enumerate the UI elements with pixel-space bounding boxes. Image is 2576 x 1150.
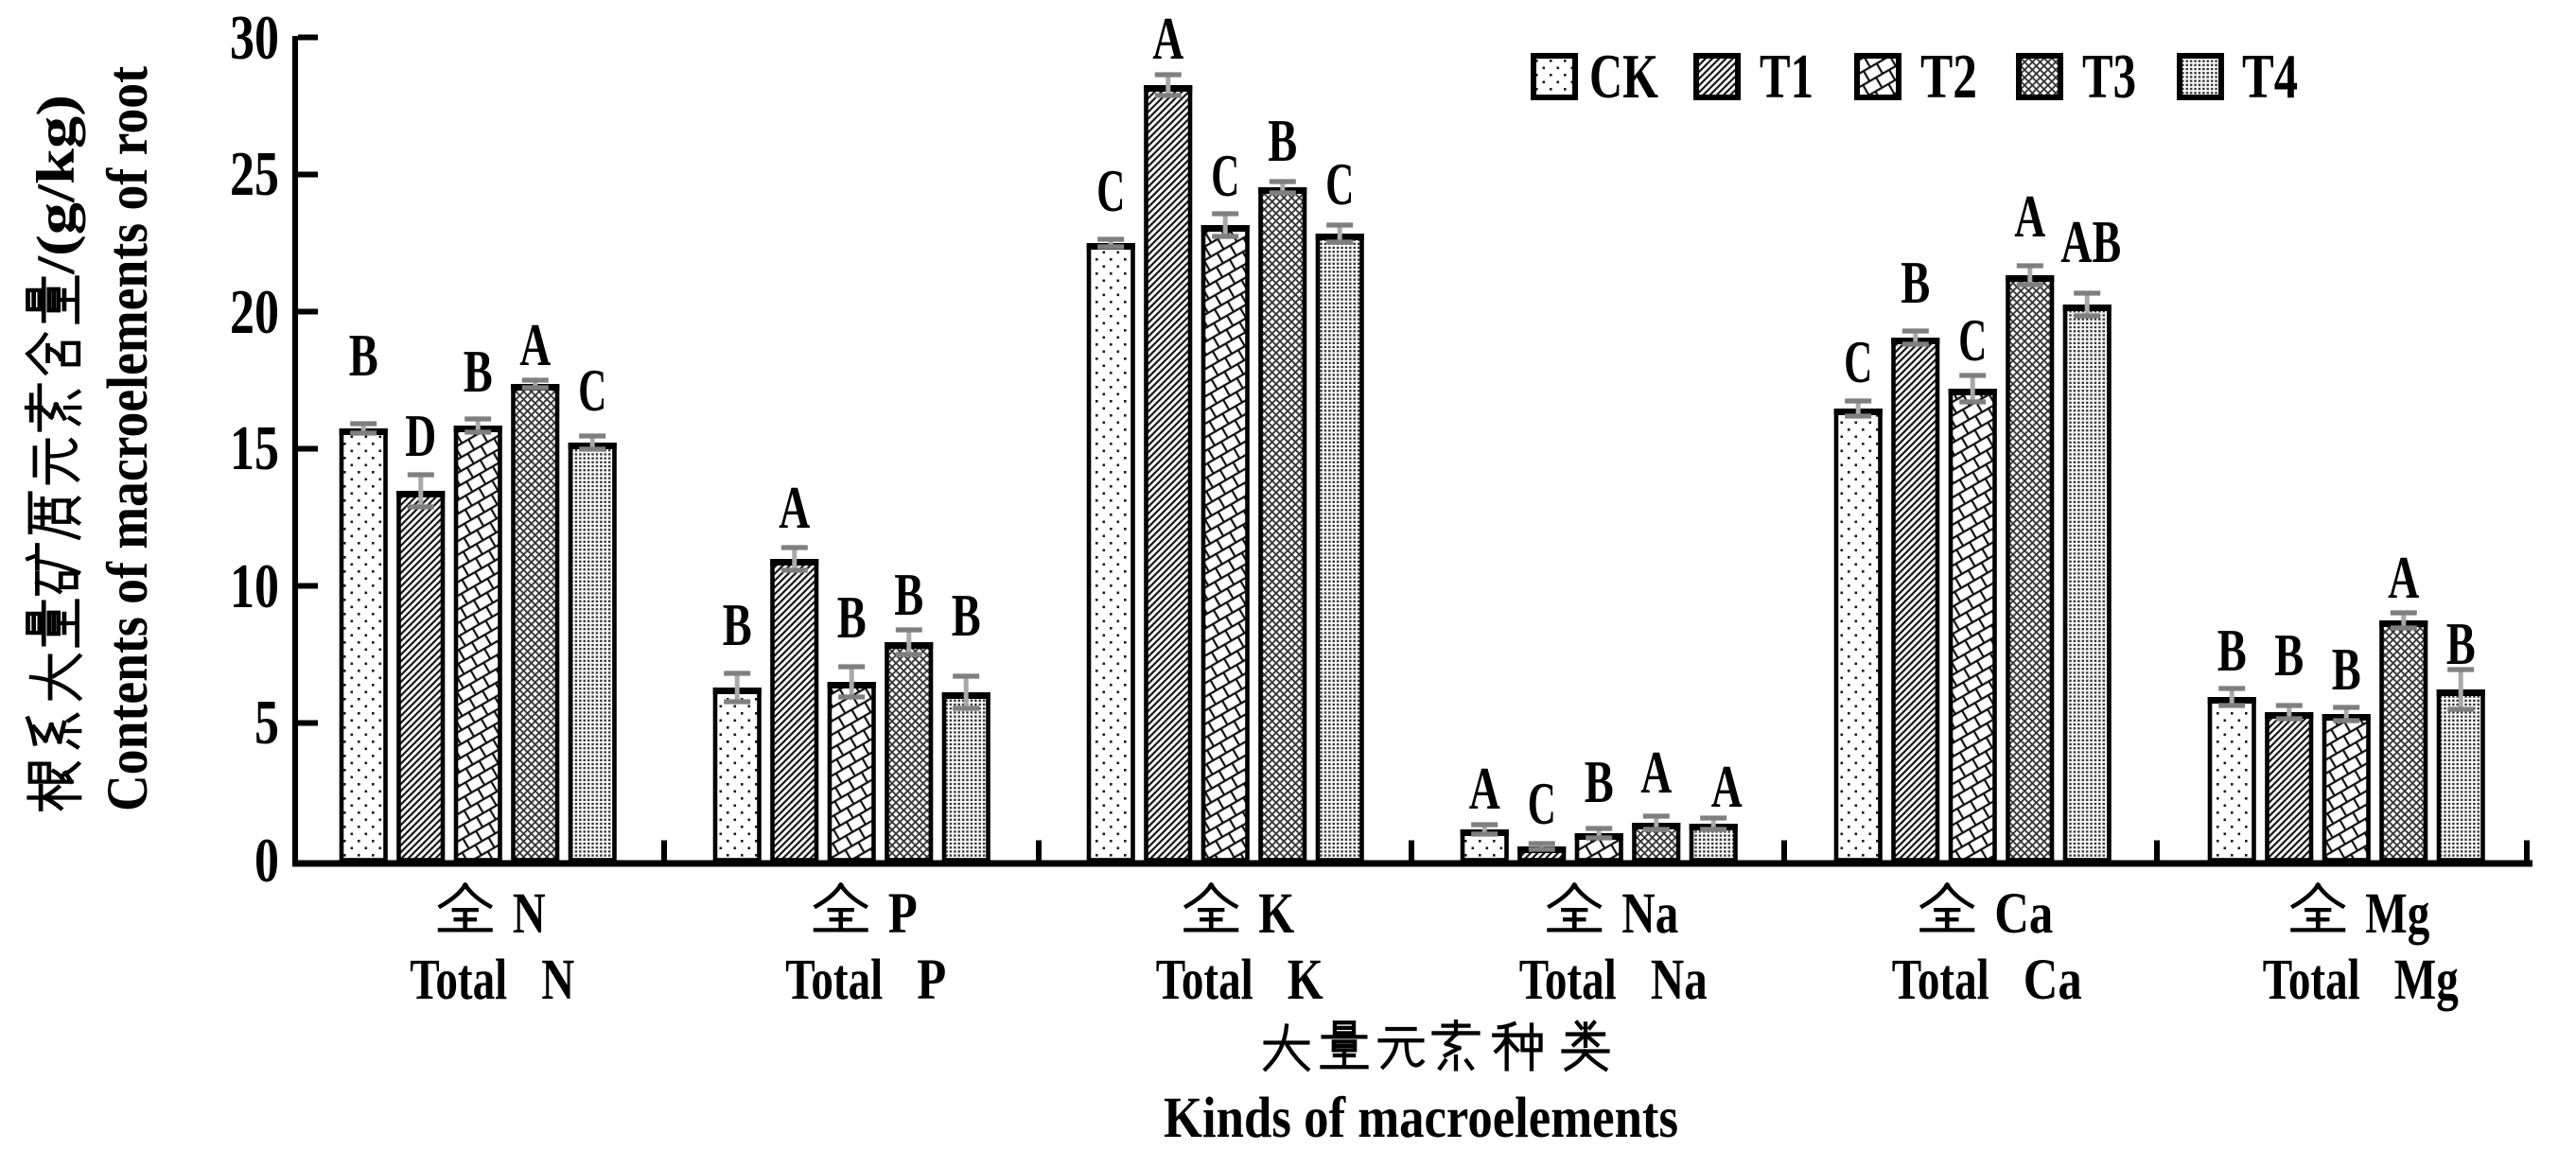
svg-text:Total: Total	[1519, 949, 1617, 1012]
svg-text:Total: Total	[2263, 949, 2360, 1012]
svg-text:K: K	[1288, 949, 1323, 1012]
svg-text:10: 10	[230, 551, 279, 621]
svg-text:25: 25	[230, 139, 279, 209]
svg-text:B: B	[1901, 250, 1930, 316]
svg-text:Ca: Ca	[2024, 949, 2082, 1012]
svg-text:B: B	[2332, 636, 2361, 703]
svg-text:Total: Total	[1892, 949, 1989, 1012]
svg-text:Na: Na	[1651, 949, 1708, 1012]
svg-text:B: B	[2274, 622, 2304, 688]
svg-text:C: C	[578, 357, 606, 424]
svg-text:T3: T3	[2082, 42, 2136, 112]
svg-text:T1: T1	[1760, 42, 1814, 112]
svg-text:T2: T2	[1920, 42, 1977, 112]
svg-text:Ca: Ca	[1994, 882, 2053, 946]
svg-text:Na: Na	[1621, 882, 1678, 946]
svg-text:C: C	[1528, 771, 1556, 837]
svg-text:A: A	[1711, 754, 1743, 820]
svg-text:B: B	[2446, 611, 2476, 677]
svg-text:B: B	[723, 592, 752, 658]
svg-text:C: C	[1844, 329, 1872, 395]
svg-text:B: B	[464, 339, 493, 405]
svg-text:Kinds of macroelements: Kinds of macroelements	[1164, 1087, 1678, 1150]
svg-text:B: B	[837, 584, 867, 651]
svg-text:K: K	[1258, 882, 1294, 946]
svg-text:A: A	[2388, 545, 2419, 611]
svg-text:B: B	[1585, 749, 1614, 815]
svg-text:A: A	[519, 312, 551, 378]
svg-text:B: B	[349, 322, 378, 389]
svg-text:A: A	[2014, 183, 2045, 250]
svg-text:A: A	[1152, 6, 1183, 72]
svg-text:5: 5	[254, 688, 279, 758]
svg-text:N: N	[541, 949, 574, 1012]
svg-text:Mg: Mg	[2394, 949, 2459, 1012]
svg-text:20: 20	[230, 277, 279, 347]
svg-text:AB: AB	[2060, 209, 2121, 275]
svg-text:C: C	[1325, 151, 1354, 218]
svg-text:Mg: Mg	[2365, 882, 2429, 946]
svg-text:C: C	[1096, 158, 1125, 224]
svg-text:C: C	[1211, 143, 1239, 209]
svg-text:C: C	[1958, 307, 1987, 374]
svg-text:Contents of macroelements of r: Contents of macroelements of root	[96, 65, 160, 811]
svg-text:Total: Total	[1156, 949, 1253, 1012]
svg-text:30: 30	[230, 3, 279, 73]
svg-text:P: P	[917, 949, 946, 1012]
svg-text:B: B	[1268, 108, 1297, 174]
svg-text:B: B	[952, 583, 981, 649]
svg-text:CK: CK	[1589, 42, 1658, 112]
svg-text:B: B	[894, 562, 923, 628]
svg-text:T4: T4	[2242, 42, 2298, 112]
svg-text:N: N	[513, 882, 546, 946]
svg-text:Total: Total	[410, 949, 507, 1012]
svg-text:B: B	[2217, 618, 2247, 684]
svg-text:A: A	[1469, 756, 1500, 822]
svg-text:0: 0	[254, 826, 279, 896]
svg-text:A: A	[779, 475, 810, 541]
svg-text:D: D	[405, 403, 436, 469]
svg-text:/(g/kg): /(g/kg)	[26, 95, 86, 275]
svg-text:15: 15	[230, 413, 279, 483]
svg-text:Total: Total	[785, 949, 883, 1012]
svg-text:P: P	[888, 882, 918, 946]
svg-text:A: A	[1640, 740, 1672, 806]
